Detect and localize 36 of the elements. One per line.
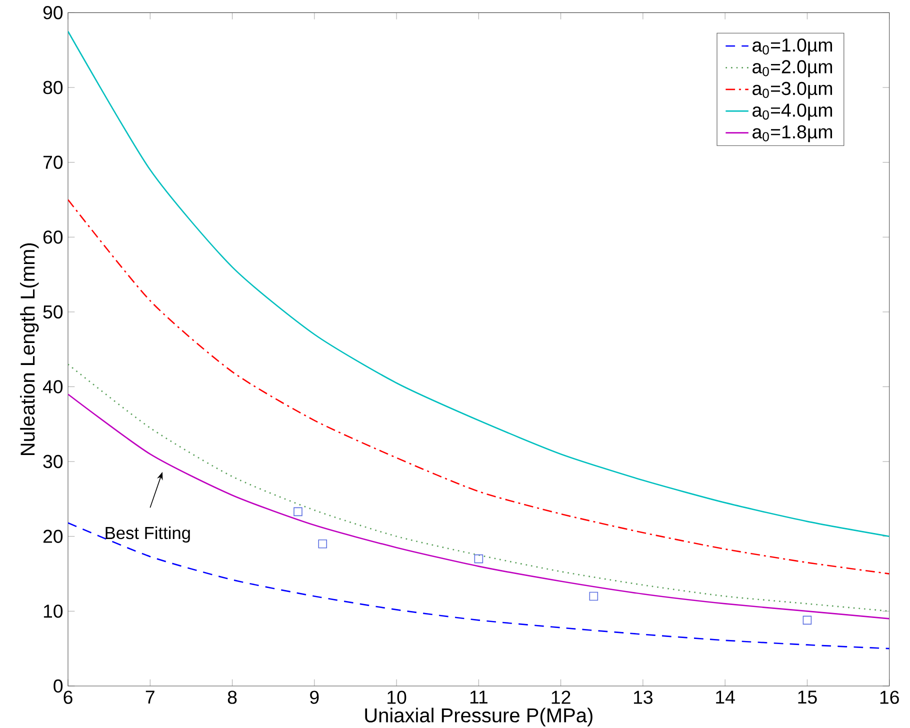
x-tick-label: 10	[388, 690, 406, 704]
x-tick-label: 6	[64, 690, 72, 704]
y-tick-label: 90	[43, 6, 63, 20]
x-tick-label: 14	[716, 690, 735, 704]
point	[802, 616, 812, 625]
point	[318, 539, 328, 548]
legend-label: a$_{0}$=2.0µm	[752, 60, 832, 78]
annotation: Best Fitting	[106, 526, 190, 543]
line-series	[68, 199, 890, 574]
y-tick-label: 80	[43, 80, 63, 94]
point	[294, 507, 302, 516]
y-tick-label: 10	[44, 604, 63, 618]
y-tick-label: 60	[43, 230, 63, 244]
legend-label: a$_{0}$=3.0µm	[752, 82, 832, 99]
x-tick-label: 16	[880, 690, 899, 704]
line-series	[68, 522, 890, 650]
y-tick-label: 30	[43, 454, 63, 468]
x-tick-label: 15	[798, 690, 817, 704]
x-axis-title: Uniaxial Pressure P(MPa)	[365, 708, 592, 726]
x-tick-label: 8	[228, 690, 237, 704]
x-tick-label: 11	[470, 690, 488, 704]
point	[474, 554, 484, 564]
legend-label: a$_{0}$=1.8µm	[752, 125, 832, 142]
y-axis-title: Nuleation Length L(mm)	[20, 243, 39, 455]
legend-label: a$_{0}$=4.0µm	[752, 104, 832, 120]
point	[589, 592, 598, 601]
y-tick-label: 20	[43, 530, 63, 543]
y-tick-label: 50	[43, 305, 63, 319]
x-tick-label: 7	[146, 690, 154, 704]
legend-label: a$_{0}$=1.0µm	[752, 38, 832, 56]
y-tick-label: 70	[43, 156, 63, 169]
x-tick-label: 12	[552, 690, 570, 704]
y-tick-label: 0	[54, 679, 63, 693]
x-tick-label: 9	[310, 690, 319, 704]
x-tick-label: 13	[634, 690, 652, 704]
y-tick-label: 40	[42, 380, 63, 394]
